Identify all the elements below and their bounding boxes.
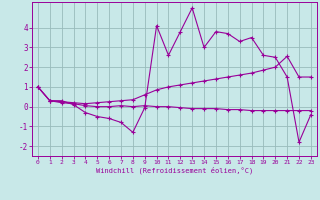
- X-axis label: Windchill (Refroidissement éolien,°C): Windchill (Refroidissement éolien,°C): [96, 167, 253, 174]
